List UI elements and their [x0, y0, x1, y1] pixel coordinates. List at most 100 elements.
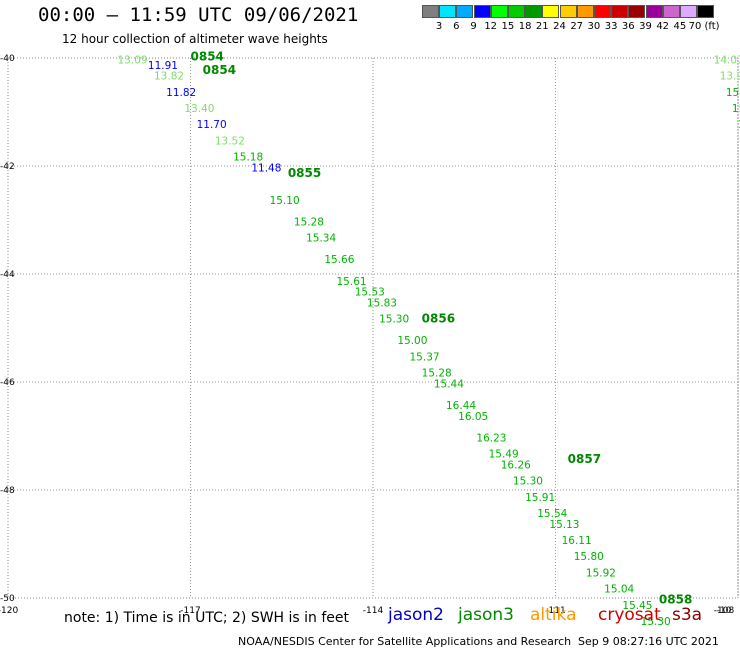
- pass-time-label: 0856: [422, 312, 455, 326]
- y-tick-label: -40: [0, 54, 15, 64]
- swh-label-jason3: 13.82: [154, 71, 184, 83]
- swh-label-jason3: 15.66: [324, 254, 354, 266]
- legend-cryosat: cryosat: [598, 605, 661, 625]
- colorbar-label: 27: [570, 21, 584, 32]
- swh-label-jason3: 13.52: [215, 135, 245, 147]
- swh-label-jason3: 11.82: [166, 87, 196, 99]
- swh-label-jason3: 15.30: [379, 314, 409, 326]
- colorbar-swatch: [680, 5, 697, 18]
- colorbar-swatch: [611, 5, 629, 18]
- colorbar-swatch: [473, 5, 491, 18]
- x-tick-label: -120: [0, 606, 18, 616]
- x-tick-label: -117: [180, 606, 200, 616]
- swh-label-jason3: 15.45: [622, 600, 652, 612]
- swh-label-jason3: 15.30: [513, 476, 543, 488]
- colorbar-swatch: [594, 5, 611, 18]
- pass-time-label: 0854: [203, 63, 236, 77]
- colorbar-swatch: [439, 5, 457, 18]
- pass-time-label: 0858: [659, 592, 692, 606]
- y-tick-label: -46: [0, 378, 15, 388]
- swh-label-jason3: 15.28: [294, 216, 324, 228]
- pass-time-label: 0857: [568, 452, 601, 466]
- y-tick-label: -42: [0, 162, 15, 172]
- chart-title: 00:00 – 11:59 UTC 09/06/2021: [38, 4, 359, 26]
- swh-label-jason3: 15.83: [367, 297, 397, 309]
- swh-label-s3a: 16.03: [738, 119, 740, 131]
- colorbar-label: 3: [435, 21, 443, 32]
- colorbar-label: 18: [518, 21, 532, 32]
- swh-label-jason3: 16.44: [446, 400, 476, 412]
- swh-label-jason3: 16.05: [458, 411, 488, 423]
- swh-label-jason3: 15.92: [586, 567, 616, 579]
- swh-label-jason3: 15.53: [355, 287, 385, 299]
- colorbar-swatch: [422, 5, 439, 18]
- colorbar-label: 21: [535, 21, 549, 32]
- swh-label-jason3: 15.28: [422, 368, 452, 380]
- swh-label-jason3: 15.30: [641, 616, 671, 628]
- colorbar-label: 36: [621, 21, 635, 32]
- swh-label-jason3: 13.40: [184, 103, 214, 115]
- y-tick-label: -44: [0, 270, 15, 280]
- chart-subtitle: 12 hour collection of altimeter wave hei…: [62, 32, 328, 46]
- footer-timestamp: Sep 9 08:27:16 UTC 2021: [578, 635, 719, 648]
- swh-label-jason3: 15.37: [410, 351, 440, 363]
- pass-time-label: 0854: [191, 50, 224, 64]
- colorbar-label: 15: [501, 21, 515, 32]
- colorbar-label: 9: [470, 21, 477, 32]
- swh-label-jason3: 15.61: [337, 276, 367, 288]
- swh-label-jason3: 15.10: [270, 195, 300, 207]
- swh-label-jason3: 11.48: [251, 162, 281, 174]
- swh-label-jason3: 15.13: [549, 519, 579, 531]
- colorbar-label: 42: [656, 21, 670, 32]
- colorbar-swatch: [662, 5, 680, 18]
- swh-label-s3a: 14.07: [714, 54, 740, 66]
- swh-label-jason3: 15.54: [537, 508, 567, 520]
- swh-label-jason3: 13.09: [118, 54, 148, 66]
- y-tick-label: -50: [0, 594, 15, 604]
- colorbar-label: 6: [453, 21, 460, 32]
- plot-frame: [7, 57, 739, 599]
- colorbar-label: 39: [639, 21, 652, 32]
- swh-label-s3a: 15.78: [726, 87, 740, 99]
- colorbar-swatch: [508, 5, 525, 18]
- swh-label-jason3: 15.80: [574, 551, 604, 563]
- x-tick-label: -111: [545, 606, 565, 616]
- colorbar-swatch: [525, 5, 543, 18]
- swh-label-jason3: 11.91: [148, 60, 178, 72]
- swh-label-jason3: 15.49: [489, 449, 519, 461]
- pass-time-label: 0855: [288, 166, 321, 180]
- swh-label-s3a: 15.31: [732, 103, 740, 115]
- y-tick-label: -48: [0, 486, 15, 496]
- colorbar-swatch: [559, 5, 577, 18]
- swh-label-jason3: 16.26: [501, 459, 531, 471]
- x-tick-label: -10: [717, 606, 732, 616]
- swh-label-jason3: 15.18: [233, 152, 263, 164]
- colorbar-swatch: [576, 5, 594, 18]
- swh-label-jason3: 16.23: [476, 432, 506, 444]
- colorbar-label: 24: [553, 21, 566, 32]
- units-note: note: 1) Time is in UTC; 2) SWH is in fe…: [64, 610, 350, 626]
- colorbar-label: 70 (ft): [688, 21, 720, 32]
- footer-credit: NOAA/NESDIS Center for Satellite Applica…: [238, 635, 572, 648]
- colorbar-swatch: [456, 5, 474, 18]
- swh-label-jason3: 15.34: [306, 233, 336, 245]
- colorbar-label: 33: [604, 21, 618, 32]
- colorbar-swatch: [628, 5, 646, 18]
- swh-label-s3a: 13.91: [720, 71, 740, 83]
- swh-label-jason3: 15.91: [525, 492, 555, 504]
- colorbar-swatch: [490, 5, 508, 18]
- x-tick-label: -114: [363, 606, 384, 616]
- swh-label-jason3: 15.04: [604, 584, 634, 596]
- legend-jason3: jason3: [458, 605, 514, 625]
- legend-altika: altika: [530, 605, 577, 625]
- colorbar-swatch: [645, 5, 663, 18]
- colorbar-swatch: [697, 5, 715, 18]
- colorbar-label: 45: [673, 21, 687, 32]
- colorbar-label: 30: [587, 21, 601, 32]
- swh-label-jason3: 16.11: [562, 535, 592, 547]
- colorbar-swatch: [542, 5, 560, 18]
- swh-label-jason3: 11.70: [197, 119, 227, 131]
- legend-jason2: jason2: [388, 605, 444, 625]
- swh-label-jason3: 15.44: [434, 378, 464, 390]
